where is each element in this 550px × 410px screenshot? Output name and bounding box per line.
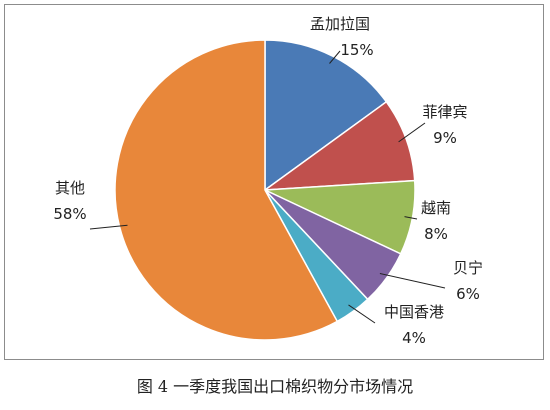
pie-slice-0 [264, 39, 388, 192]
leader-line-4 [348, 304, 376, 324]
slice-value-label-0: 15% [340, 41, 373, 59]
slice-value-label-3: 6% [456, 285, 480, 303]
chart-frame: 孟加拉国 15% 菲律宾 9% 越南 8% 贝宁 6% 中国香港 4% 其他 58% [4, 4, 544, 360]
pie-chart: 孟加拉国 15% 菲律宾 9% 越南 8% 贝宁 6% 中国香港 4% 其他 58% [53, 15, 483, 347]
slice-value-label-4: 4% [402, 329, 426, 347]
slice-name-label-4: 中国香港 [384, 303, 444, 321]
slice-value-label-5: 58% [53, 205, 86, 223]
leader-line-3 [379, 273, 446, 289]
leader-line-1 [398, 122, 426, 143]
leader-line-0 [329, 50, 341, 64]
slice-value-label-2: 8% [424, 225, 448, 243]
slice-name-label-0: 孟加拉国 [310, 15, 370, 33]
slice-value-label-1: 9% [433, 129, 457, 147]
slice-name-label-3: 贝宁 [453, 259, 483, 277]
leader-line-5 [89, 224, 128, 230]
pie-slice-5 [114, 39, 339, 341]
leader-line-2 [404, 216, 418, 220]
chart-caption: 图 4 一季度我国出口棉织物分市场情况 [136, 377, 414, 396]
slice-name-label-5: 其他 [55, 179, 85, 197]
pie-slice-1 [262, 100, 416, 191]
slice-name-label-1: 菲律宾 [422, 103, 467, 121]
slice-name-label-2: 越南 [421, 199, 451, 217]
